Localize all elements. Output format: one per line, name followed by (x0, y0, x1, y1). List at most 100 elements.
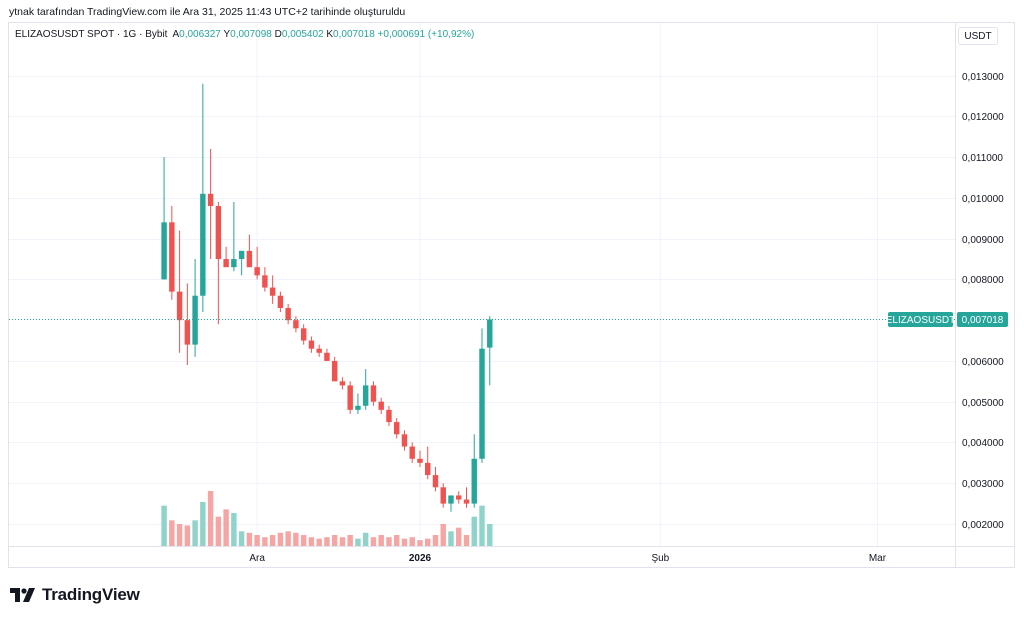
volume-bar (308, 537, 315, 546)
volume-bar (440, 524, 446, 546)
volume-bar (269, 535, 276, 546)
symbol-title[interactable]: ELIZAOSUSDT SPOT · 1G · Bybit (15, 29, 168, 40)
volume-bar (355, 538, 361, 546)
tradingview-logo-text: TradingView (42, 585, 140, 604)
high-label: Y (223, 29, 231, 40)
volume-bar (176, 524, 183, 546)
candle-body (262, 275, 268, 288)
candle-body (417, 458, 423, 463)
volume-bar (285, 531, 291, 546)
tradingview-logo-icon (10, 588, 35, 602)
volume-bar (277, 532, 284, 546)
volume-bar (448, 531, 454, 546)
price-tick-label: 0,011000 (962, 153, 1003, 164)
candle-body (448, 495, 454, 504)
close-label: K (326, 29, 334, 40)
candle-body (355, 405, 361, 410)
close-value: 0,007018 (333, 29, 375, 40)
volume-bar (254, 535, 260, 546)
candle-body (409, 446, 415, 459)
volume-bar (471, 516, 477, 546)
volume-bar (479, 505, 485, 546)
candle-body (378, 401, 384, 410)
candle-body (207, 193, 214, 207)
candle-body (316, 348, 322, 353)
volume-bar (207, 491, 214, 546)
grid-lines (9, 23, 955, 546)
candle-body (231, 259, 237, 268)
candle-body (277, 295, 284, 308)
volume-bar (324, 537, 330, 546)
volume-bar (331, 535, 338, 546)
candle-body (401, 434, 408, 447)
time-axis: Ara 2026 Şub Mar (249, 553, 886, 564)
candle-body (370, 385, 377, 402)
candle-body (184, 320, 191, 345)
candle-body (254, 267, 260, 276)
candle-body (463, 499, 470, 504)
volume-bar (184, 525, 191, 546)
time-tick-label: Ara (249, 553, 265, 564)
volume-bar (223, 509, 229, 546)
chart-caption: ytnak tarafından TradingView.com ile Ara… (9, 6, 406, 18)
volume-bar (393, 535, 400, 546)
candle-body (215, 206, 222, 260)
candle-body (269, 287, 276, 296)
price-tag-label: 0,007018 (962, 315, 1004, 326)
candle-body (293, 320, 299, 329)
open-value: 0,006327 (179, 29, 221, 40)
time-tick-label: Şub (651, 553, 669, 564)
volume-bar (238, 531, 245, 546)
candle-body (176, 291, 183, 321)
volume-bar (246, 532, 253, 546)
volume-bar (347, 535, 353, 546)
open-label: A (172, 29, 180, 40)
price-tag: ELIZAOSUSDT 0,007018 (886, 312, 1008, 327)
price-tick-label: 0,009000 (962, 235, 1004, 246)
candle-body (339, 381, 346, 386)
volume-bar (316, 538, 322, 546)
candlesticks (161, 83, 493, 512)
volume-bar (386, 537, 392, 546)
candle-body (479, 348, 485, 459)
candle-body (285, 307, 291, 321)
volume-bar (192, 520, 198, 546)
volume-bar (417, 540, 423, 546)
volume-bar (456, 527, 462, 546)
volume-bars (161, 491, 493, 546)
volume-bar (262, 537, 268, 546)
volume-bar (378, 535, 384, 546)
price-tick-label: 0,006000 (962, 357, 1004, 368)
volume-bar (487, 524, 493, 546)
volume-bar (339, 537, 346, 546)
candle-body (386, 409, 392, 423)
candle-body (324, 352, 330, 361)
volume-bar (432, 535, 439, 546)
volume-bar (300, 535, 307, 546)
candle-body (440, 487, 446, 504)
candle-body (238, 250, 245, 260)
volume-bar (161, 505, 167, 546)
tradingview-logo[interactable]: TradingView (10, 585, 140, 605)
low-label: D (274, 29, 282, 40)
currency-button[interactable]: USDT (958, 27, 998, 45)
candle-body (200, 193, 206, 296)
price-tick-label: 0,008000 (962, 275, 1004, 286)
price-axis: 0,013000 0,012000 0,011000 0,010000 0,009000… (962, 72, 1004, 531)
price-tick-label: 0,013000 (962, 72, 1004, 83)
volume-bar (463, 535, 470, 546)
candle-body (393, 422, 400, 435)
symbol-tag-label: ELIZAOSUSDT (886, 315, 955, 326)
symbol-tag (888, 312, 953, 327)
candle-body (223, 259, 229, 268)
candle-body (471, 458, 477, 504)
candle-body (300, 328, 307, 341)
candle-body (425, 462, 431, 476)
volume-bar (231, 513, 237, 546)
low-value: 0,005402 (281, 29, 324, 40)
candle-body (331, 360, 338, 382)
volume-bar (200, 502, 206, 546)
volume-bar (169, 520, 175, 546)
chart-frame (8, 22, 1015, 568)
